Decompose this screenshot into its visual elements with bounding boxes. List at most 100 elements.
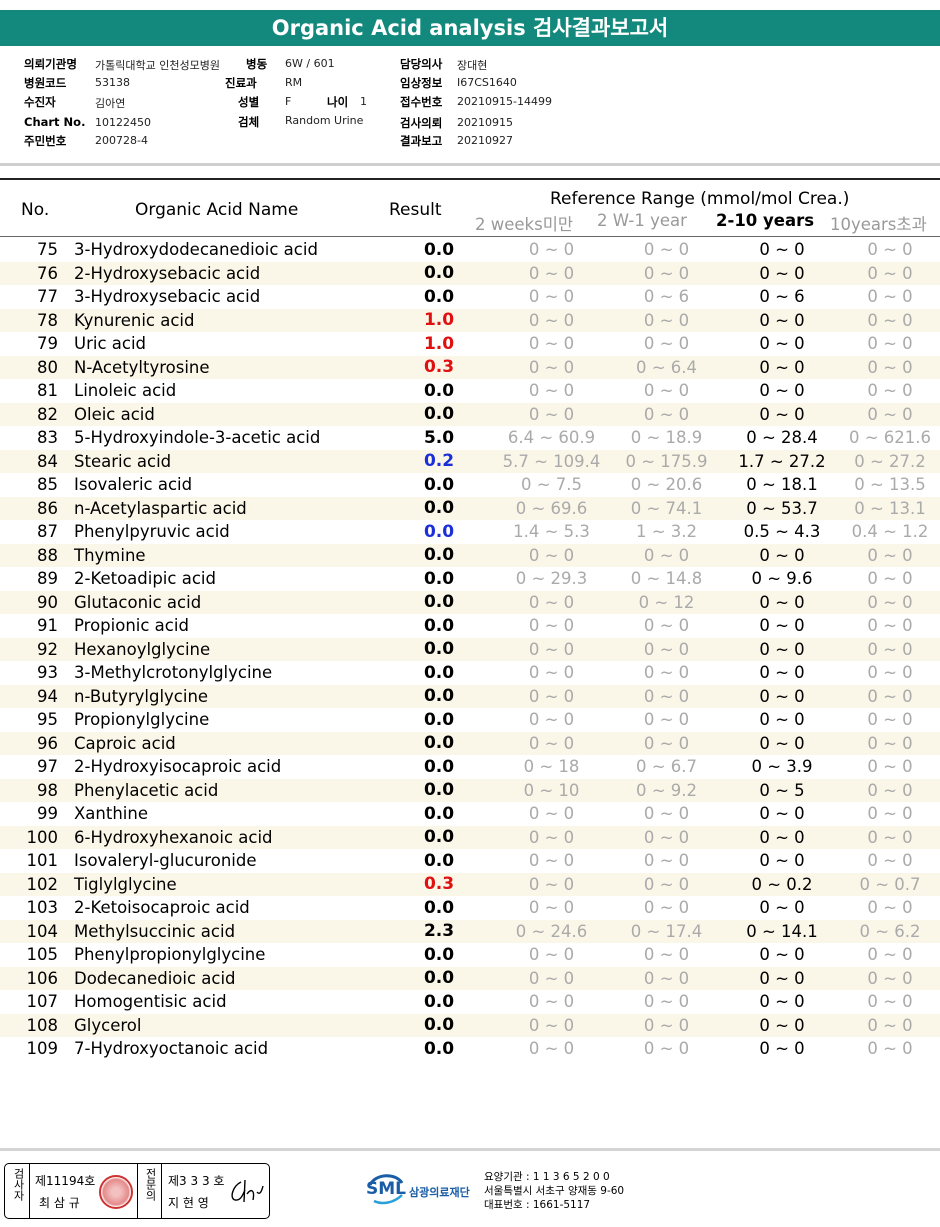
acid-name: Phenylacetic acid [72,778,384,802]
range-2w1y: 0 ~ 9.2 [609,778,724,802]
hospital-value: 가톨릭대학교 인천성모병원 [95,59,220,72]
range-10y: 0 ~ 0 [840,261,940,285]
range-2-10y: 0 ~ 9.6 [751,569,813,589]
row-number: 86 [0,496,72,520]
range-2weeks: 6.4 ~ 60.9 [507,428,596,448]
range-2weeks: 0 ~ 7.5 [520,475,583,495]
tester-number: 제11194호 [35,1174,96,1188]
acid-name: Xanthine [74,804,148,824]
range-2w1y: 0 ~ 0 [609,825,724,849]
signature-box: 검사자 제11194호 최 삼 규 전문의 제3 3 3 호 지 현 영 [4,1163,270,1219]
range-2w1y: 0 ~ 0 [643,945,690,965]
receipt-value: 20210915-14499 [457,95,552,108]
row-number: 76 [0,261,72,285]
range-2weeks: 0 ~ 0 [494,590,609,614]
result-value: 0.0 [384,1013,494,1037]
divider [29,1164,30,1218]
acid-name: 5-Hydroxyindole-3-acetic acid [74,428,321,448]
range-10y: 0 ~ 0 [840,1013,940,1037]
reference-range-header: Reference Range (mmol/mol Crea.) [550,189,850,209]
acid-name: Tiglylglycine [72,872,384,896]
range-2w1y: 0 ~ 0 [643,1039,690,1059]
range-2-10y: 0 ~ 0 [759,616,805,636]
row-number: 99 [37,804,58,824]
col-no-header: No. [21,200,50,220]
range-2w1y: 0 ~ 0 [609,543,724,567]
row-number: 78 [0,308,72,332]
acid-name: 7-Hydroxyoctanoic acid [74,1039,269,1059]
specialist-number: 제3 3 3 호 [168,1174,225,1188]
patient-info: 의뢰기관명 가톨릭대학교 인천성모병원 병동 6W / 601 담당의사 장대현… [0,56,940,156]
acid-name: 3-Hydroxydodecanedioic acid [74,240,318,260]
row-number: 95 [37,710,58,730]
result-value: 0.3 [384,355,494,379]
table-row: 86 n-Acetylaspartic acid 0.0 0 ~ 69.6 0 ~ 74… [0,496,940,520]
row-number: 106 [0,966,72,990]
range-2weeks: 0 ~ 0 [494,872,609,896]
result-value: 0.0 [423,662,455,683]
range-10y: 0 ~ 0 [867,804,913,824]
range-2-10y: 0 ~ 0 [724,355,840,379]
acid-name: 2-Hydroxyisocaproic acid [74,757,282,777]
range-2w1y: 0 ~ 0 [609,402,724,426]
row-number: 98 [0,778,72,802]
dept-label: 진료과 [225,76,257,90]
range-2weeks: 0 ~ 0 [494,1013,609,1037]
table-row: 97 2-Hydroxyisocaproic acid 0.0 0 ~ 18 0 ~ 6… [0,755,940,779]
range-10y: 0 ~ 0.7 [840,872,940,896]
col-2-10y-header: 2-10 years [716,211,815,230]
range-2weeks: 0 ~ 0 [494,308,609,332]
specialist-name: 지 현 영 [168,1196,209,1210]
acid-name: Thymine [72,543,384,567]
range-2weeks: 0 ~ 0 [528,851,575,871]
range-2-10y: 0 ~ 53.7 [724,496,840,520]
result-value: 0.0 [384,496,494,520]
range-2w1y: 0 ~ 0 [643,240,690,260]
result-value: 0.0 [423,568,455,589]
table-top-rule [0,178,940,180]
divider [137,1164,138,1218]
result-value: 0.0 [423,991,455,1012]
divider [0,163,940,166]
range-2-10y: 0 ~ 0 [759,240,805,260]
range-2weeks: 0 ~ 0 [494,731,609,755]
range-2w1y: 0 ~ 6 [643,287,690,307]
divider [161,1164,162,1218]
col-2w1y-header: 2 W-1 year [597,211,687,230]
range-10y: 0 ~ 13.5 [854,475,926,495]
hospital-label: 의뢰기관명 [24,57,77,71]
range-10y: 0 ~ 0 [867,287,913,307]
range-2-10y: 0 ~ 0 [724,1013,840,1037]
sex-label: 성별 [238,95,260,109]
range-10y: 0 ~ 0 [840,825,940,849]
signature-icon [231,1179,264,1203]
range-2-10y: 0.5 ~ 4.3 [743,522,821,542]
row-number: 96 [0,731,72,755]
table-row: 89 2-Ketoadipic acid 0.0 0 ~ 29.3 0 ~ 14.8 0 … [0,567,940,591]
range-10y: 0.4 ~ 1.2 [851,522,929,542]
patient-label: 수진자 [24,95,56,109]
range-2weeks: 0 ~ 24.6 [494,919,609,943]
result-value: 0.2 [384,449,494,473]
table-row: 103 2-Ketoisocaproic acid 0.0 0 ~ 0 0 ~ 0 0 ~… [0,896,940,920]
range-2w1y: 0 ~ 0 [609,731,724,755]
range-10y: 0 ~ 0 [867,710,913,730]
acid-name: Propionylglycine [74,710,210,730]
range-2w1y: 0 ~ 18.9 [630,428,703,448]
range-2weeks: 0 ~ 0 [494,402,609,426]
row-number: 104 [0,919,72,943]
range-2-10y: 0 ~ 18.1 [746,475,818,495]
result-value: 0.0 [384,684,494,708]
acid-name: Isovaleric acid [74,475,193,495]
range-2w1y: 0 ~ 14.8 [630,569,703,589]
range-2weeks: 0 ~ 0 [494,543,609,567]
range-2weeks: 0 ~ 69.6 [494,496,609,520]
footer-divider [0,1148,940,1151]
range-2weeks: 0 ~ 0 [528,240,575,260]
